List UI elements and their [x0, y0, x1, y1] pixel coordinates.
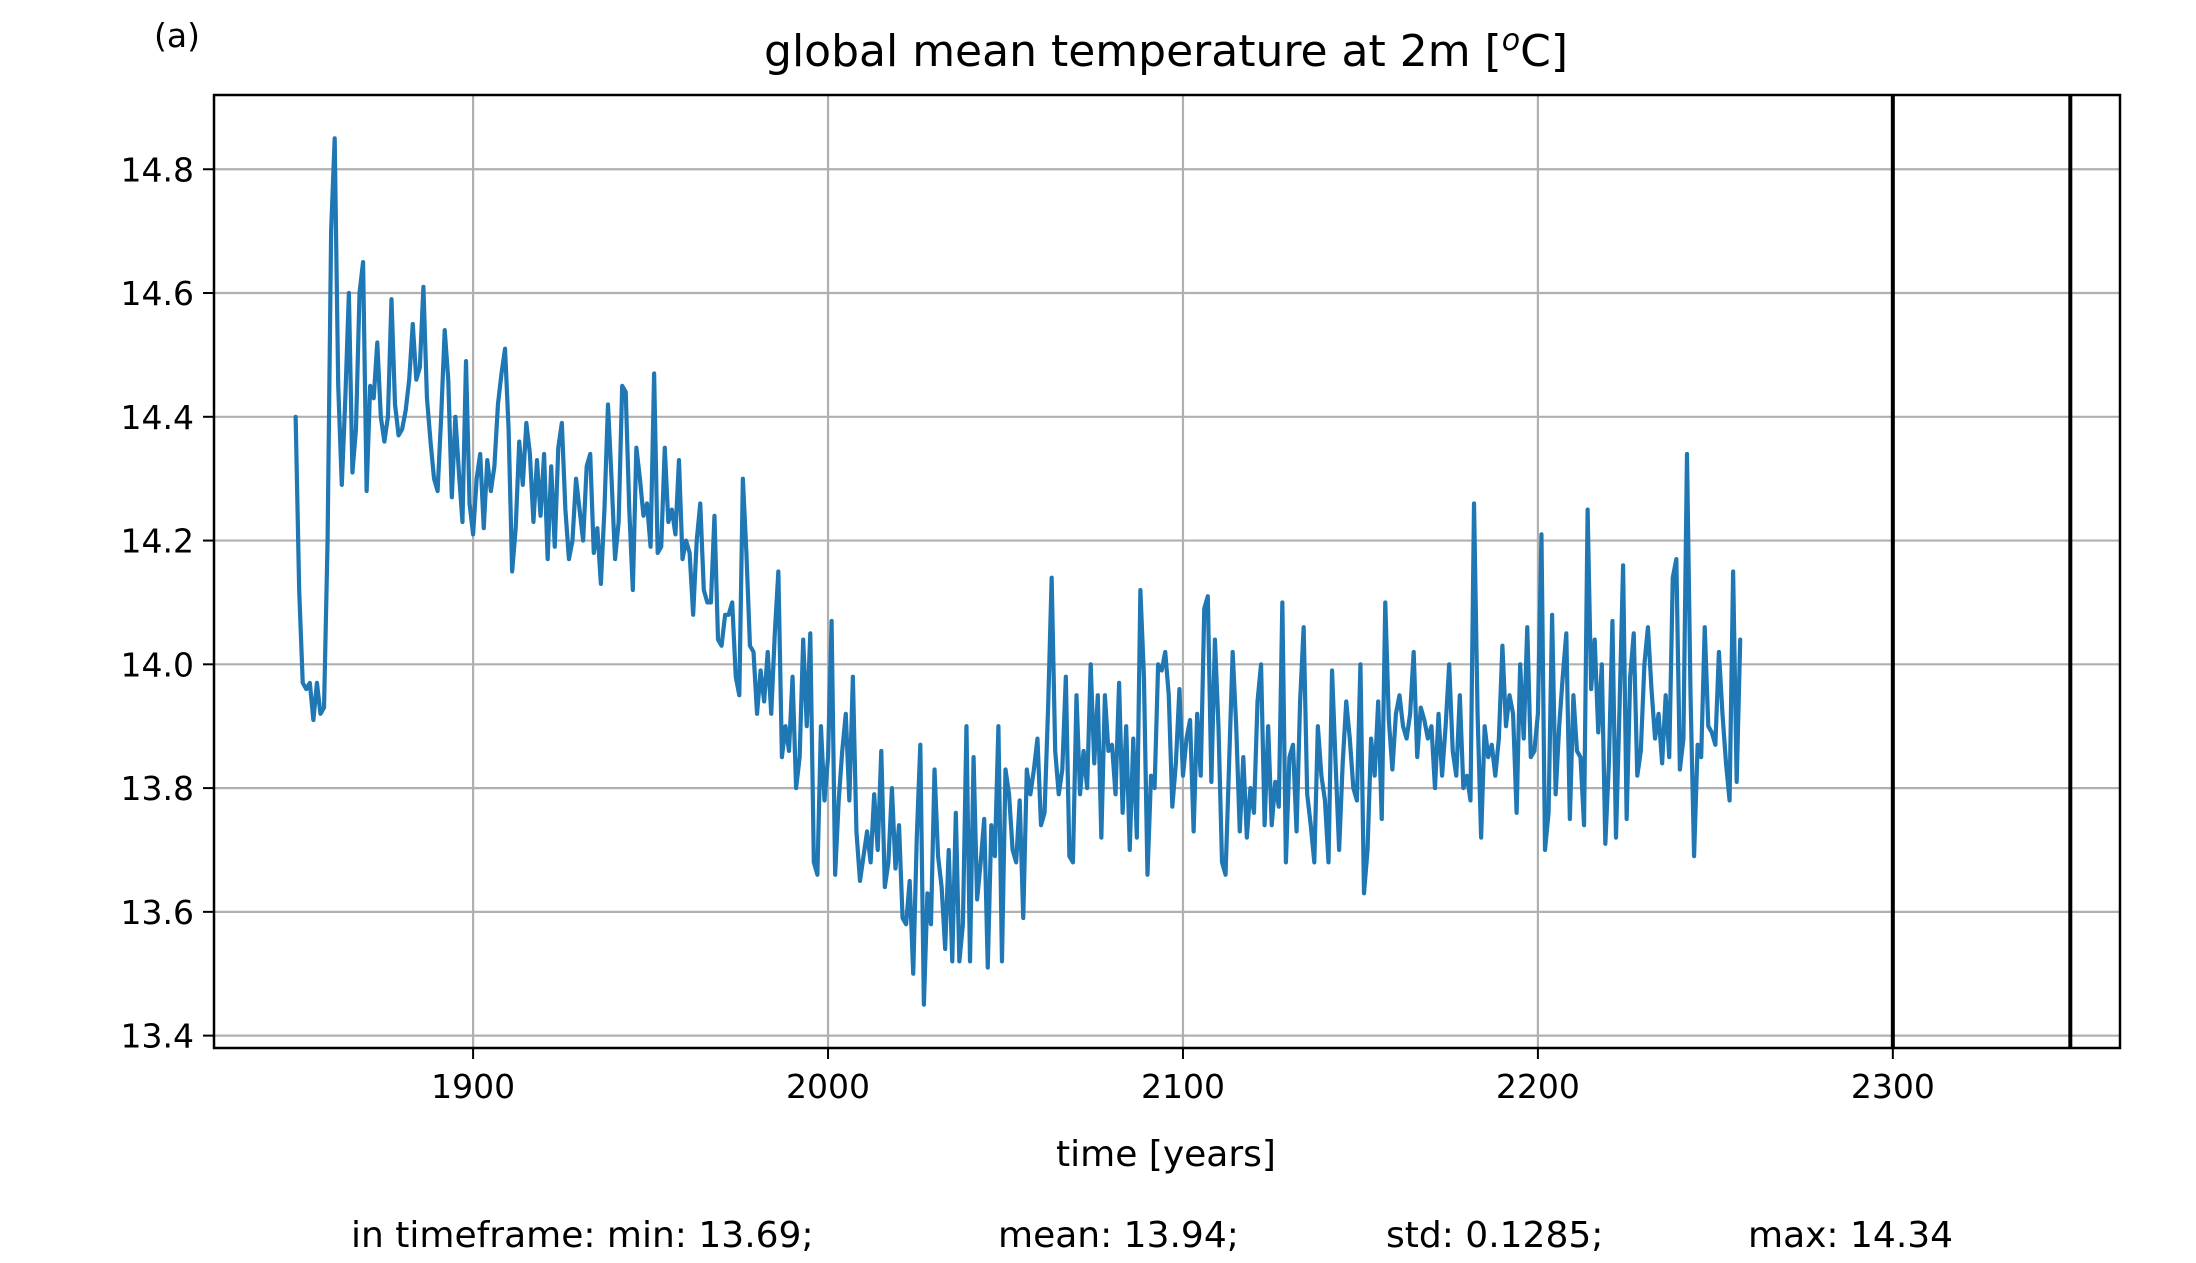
panel-label: (a): [154, 16, 200, 55]
stats-line: in timeframe: min: 13.69; mean: 13.94; s…: [351, 1215, 1953, 1256]
title-superscript: o: [1502, 23, 1520, 58]
x-tick-label: 2100: [1141, 1067, 1225, 1106]
title-prefix: global mean temperature at 2m [: [764, 26, 1502, 77]
stats-max: max: 14.34: [1748, 1215, 1953, 1256]
y-tick-label: 13.6: [121, 893, 194, 932]
y-tick-label: 14.8: [121, 150, 194, 189]
title-suffix: C]: [1520, 26, 1568, 77]
x-tick-label: 1900: [431, 1067, 515, 1106]
x-tick-label: 2200: [1496, 1067, 1580, 1106]
y-tick-label: 14.4: [121, 398, 194, 437]
y-tick-label: 13.8: [121, 769, 194, 808]
stats-mean: mean: 13.94;: [998, 1215, 1239, 1256]
y-tick-label: 14.6: [121, 274, 194, 313]
x-axis-label: time [years]: [1056, 1134, 1276, 1175]
vertical-markers: [1890, 95, 2073, 1048]
chart-title: global mean temperature at 2m [oC]: [764, 23, 1568, 77]
x-tick-label: 2300: [1851, 1067, 1935, 1106]
stats-std: std: 0.1285;: [1386, 1215, 1603, 1256]
y-tick-label: 14.0: [121, 645, 194, 684]
y-tick-label: 13.4: [121, 1017, 194, 1056]
axes-frame: [212, 93, 2122, 1050]
temperature-series-line: [293, 136, 1743, 1007]
y-tick-label: 14.2: [121, 522, 194, 561]
x-tick-label: 2000: [786, 1067, 870, 1106]
axis-ticks: 1900 2000 2100 2200 2300 13.4 13.6 13.8 14.0 14.2…: [121, 150, 1935, 1106]
plot-area: [293, 136, 1743, 1007]
stats-min: in timeframe: min: 13.69;: [351, 1215, 814, 1256]
grid-lines: [214, 95, 2120, 1048]
